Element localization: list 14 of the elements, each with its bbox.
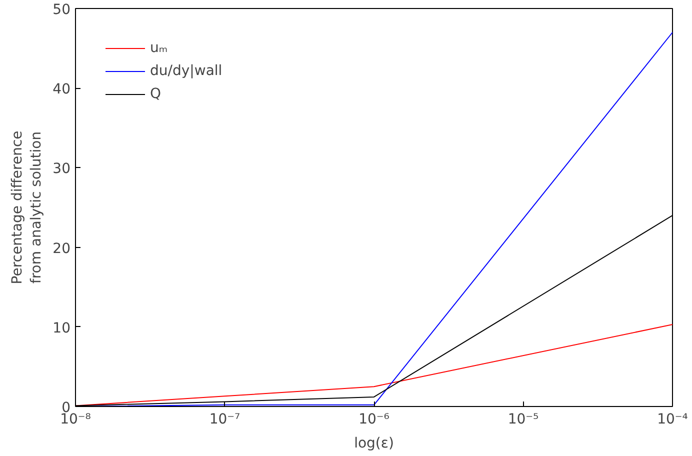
y-tick-label: 50: [52, 2, 71, 18]
x-tick-label: 10⁻⁵: [508, 412, 539, 428]
y-tick-label: 10: [52, 320, 71, 336]
y-tick-label: 40: [52, 82, 71, 98]
x-tick-label: 10⁻⁴: [657, 412, 688, 428]
y-tick-label: 30: [52, 161, 71, 178]
y-axis-title: Percentage difference from analytic solution: [9, 130, 45, 284]
x-axis-title: log(ε): [354, 436, 394, 452]
legend-label: uₘ: [150, 40, 169, 56]
legend-label: du/dy|wall: [150, 63, 222, 79]
x-tick-label: 10⁻⁶: [358, 412, 390, 428]
legend-label: Q: [150, 86, 162, 102]
y-tick-label: 20: [52, 240, 71, 257]
x-tick-label: 10⁻⁷: [209, 412, 240, 428]
